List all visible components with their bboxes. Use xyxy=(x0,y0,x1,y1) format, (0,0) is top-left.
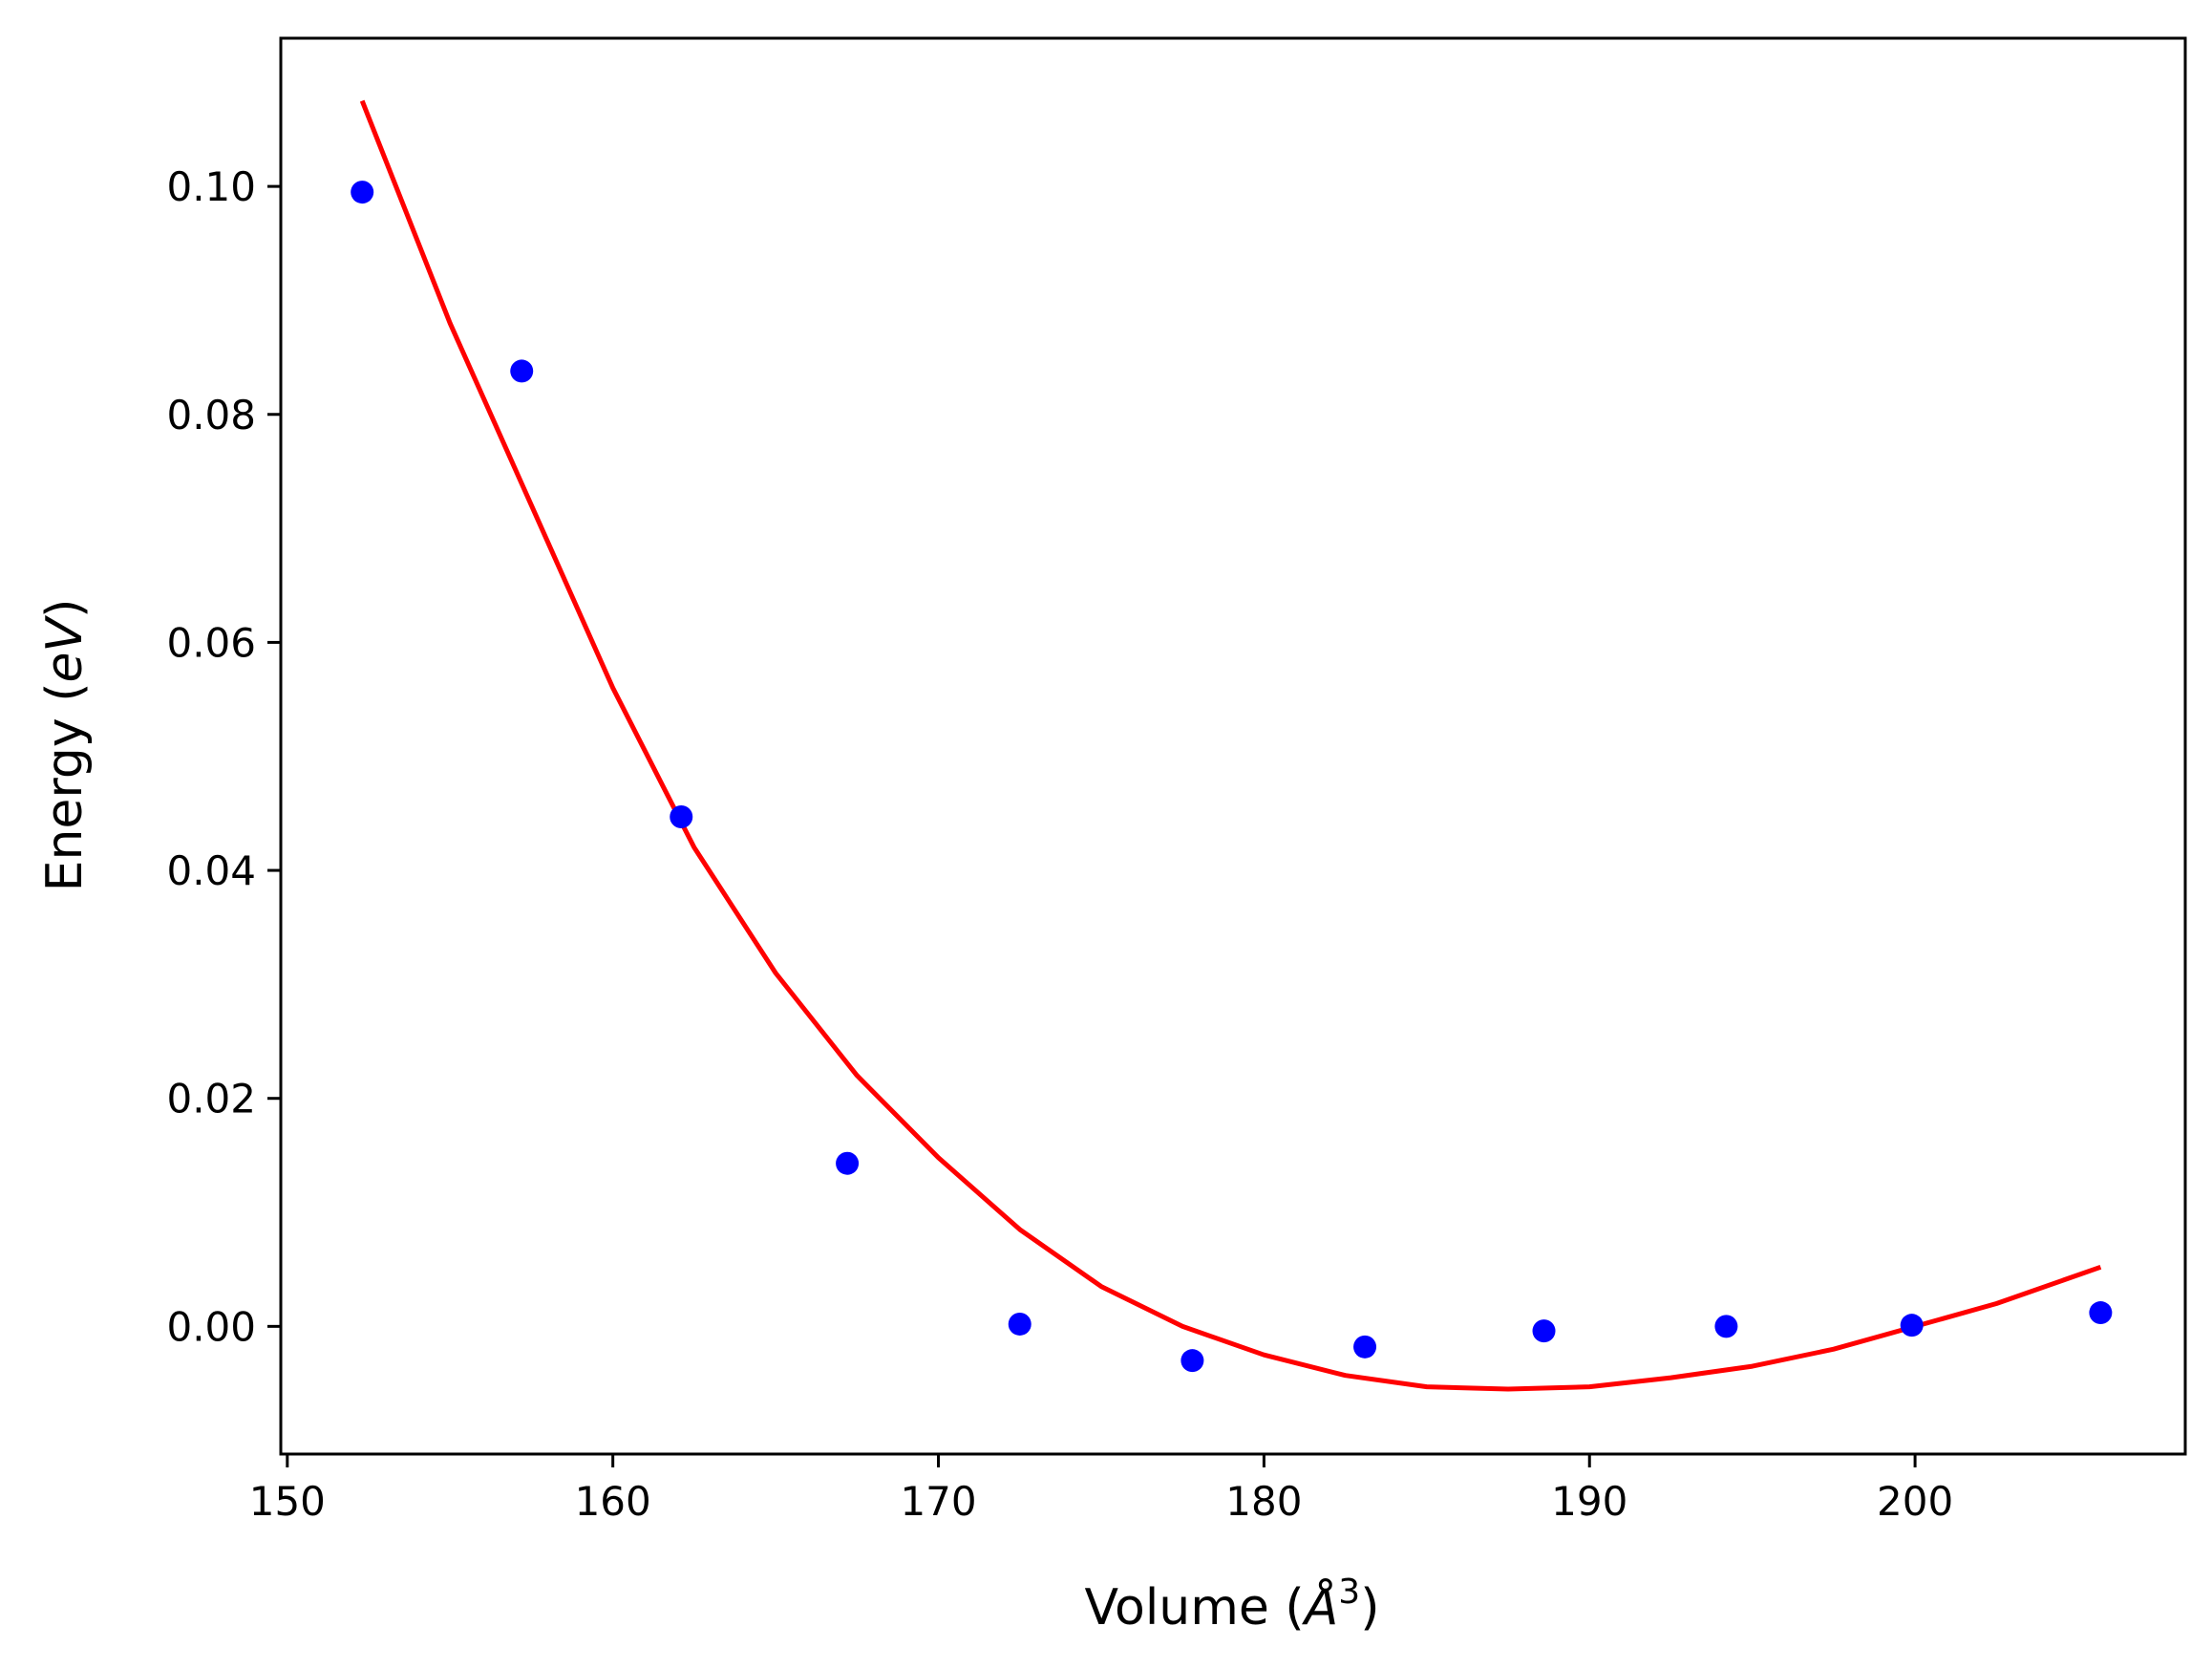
y-tick-label: 0.04 xyxy=(166,847,256,894)
plot-frame xyxy=(279,36,2187,1456)
data-point xyxy=(1180,1349,1204,1373)
y-axis-label-prefix: Energy ( xyxy=(36,683,94,892)
data-point xyxy=(510,359,534,383)
data-point xyxy=(1353,1335,1377,1359)
y-axis-label: Energy (eV) xyxy=(36,599,94,892)
y-tick-label: 0.08 xyxy=(166,392,256,439)
data-point xyxy=(351,181,374,204)
y-axis-label-suffix: ) xyxy=(36,599,94,618)
data-point xyxy=(2089,1301,2113,1325)
data-point xyxy=(1900,1314,1924,1337)
y-tick-label: 0.10 xyxy=(166,163,256,210)
y-tick-label: 0.06 xyxy=(166,619,256,666)
data-point xyxy=(836,1151,860,1175)
data-point xyxy=(1008,1312,1032,1336)
x-axis-label-prefix: Volume ( xyxy=(1085,1579,1305,1637)
y-tick-label: 0.00 xyxy=(166,1303,256,1350)
x-axis: 150 160 170 180 190 200 xyxy=(249,1454,1953,1525)
y-tick-label: 0.02 xyxy=(166,1076,256,1123)
x-tick-label: 160 xyxy=(575,1478,651,1525)
y-axis: 0.00 0.02 0.04 0.06 0.08 0.10 xyxy=(166,163,281,1350)
x-tick-label: 190 xyxy=(1551,1478,1627,1525)
data-point xyxy=(1532,1319,1556,1343)
y-axis-label-unit: eV xyxy=(36,615,94,683)
plot-area: 150 160 170 180 190 200 0.000.020.040.060.080… xyxy=(166,36,2187,1525)
fit-curve-line xyxy=(359,99,2102,1392)
series-layer xyxy=(351,99,2113,1392)
x-axis-label: Volume (Å3) xyxy=(1085,1573,1380,1637)
x-tick-label: 200 xyxy=(1877,1478,1953,1525)
data-point xyxy=(1714,1315,1738,1338)
x-axis-label-suffix: ) xyxy=(1360,1579,1379,1637)
x-tick-label: 170 xyxy=(900,1478,976,1525)
data-point xyxy=(670,804,693,828)
x-axis-label-exponent: 3 xyxy=(1338,1573,1360,1612)
x-axis-label-unit: Å xyxy=(1302,1577,1339,1637)
x-tick-label: 180 xyxy=(1225,1478,1302,1525)
x-tick-label: 150 xyxy=(249,1478,326,1525)
